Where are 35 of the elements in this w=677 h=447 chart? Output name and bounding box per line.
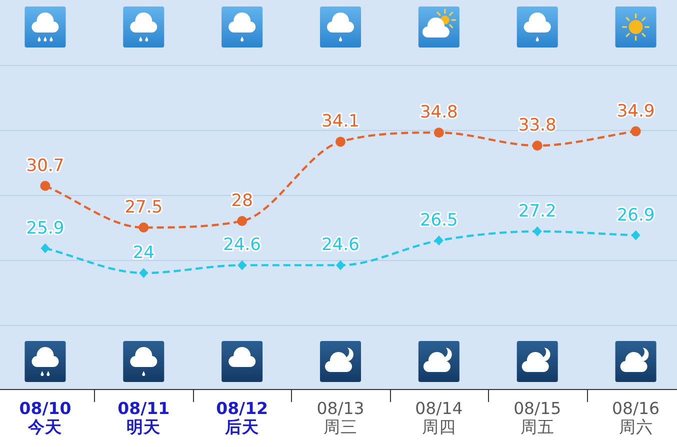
data-label: 26.9 [616,205,655,226]
data-label: 33.8 [518,116,556,136]
point [434,236,444,246]
x-tick-label: 08/10 今天 [19,399,72,436]
x-tick-label: 08/16 周六 [612,399,660,436]
point [40,180,50,191]
point [336,260,345,270]
data-label: 34.9 [616,101,655,122]
point [238,260,247,270]
point [138,222,149,232]
data-label: 24.6 [223,235,261,256]
data-label: 34.8 [420,102,458,123]
x-tick-label: 08/14 周四 [415,399,463,436]
x-tick-label: 08/11 明天 [118,399,170,436]
data-label: 30.7 [26,156,64,176]
data-label: 26.5 [420,210,458,230]
point [532,226,542,236]
point [237,216,248,226]
point [532,140,542,151]
data-label: 24 [132,243,154,263]
data-label: 34.1 [322,112,360,132]
x-tick-label: 08/13 周三 [316,399,364,436]
point [631,230,640,240]
point [336,136,346,147]
data-label: 28 [231,191,253,211]
point [139,268,148,278]
point [434,128,444,138]
data-label: 27.5 [124,198,163,218]
data-label: 25.9 [26,218,64,238]
point [40,243,50,254]
data-label: 24.6 [322,235,360,256]
x-tick-label: 08/15 周五 [514,399,562,436]
point [630,126,641,136]
data-label: 27.2 [518,201,556,222]
x-tick-label: 08/12 后天 [216,399,268,436]
